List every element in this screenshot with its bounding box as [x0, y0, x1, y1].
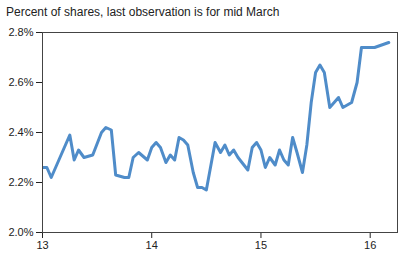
svg-text:2.4%: 2.4%: [8, 126, 33, 138]
svg-text:13: 13: [36, 239, 48, 251]
svg-text:2.2%: 2.2%: [8, 176, 33, 188]
svg-text:16: 16: [364, 239, 376, 251]
svg-text:14: 14: [146, 239, 158, 251]
svg-text:2.6%: 2.6%: [8, 76, 33, 88]
svg-text:15: 15: [255, 239, 267, 251]
svg-text:2.0%: 2.0%: [8, 226, 33, 238]
html-text:Percent of shares, last observ: Percent of shares, last observation is f…: [6, 5, 280, 19]
svg-text:2.8%: 2.8%: [8, 26, 33, 38]
